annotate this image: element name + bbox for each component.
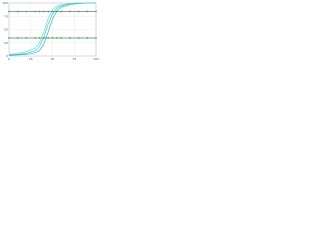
marker (8, 37, 10, 39)
series-line (8, 2, 96, 56)
y-tick-label: 25 (4, 41, 8, 45)
marker (95, 37, 97, 39)
marker (47, 10, 49, 13)
marker (47, 37, 49, 39)
marker (16, 10, 19, 13)
y-tick-label: 50 (4, 28, 8, 32)
marker (43, 10, 45, 13)
marker (77, 10, 80, 13)
marker (43, 37, 45, 39)
x-tick-label: 50 (51, 57, 55, 61)
marker (60, 10, 62, 13)
x-tick-label: 25 (29, 57, 33, 61)
marker (38, 37, 41, 39)
marker (25, 10, 28, 13)
x-tick-label: 0 (8, 57, 10, 61)
x-tick-label: 75 (72, 57, 76, 61)
marker (56, 37, 58, 39)
page: {"chart_data":{"type":"line", "x":[0,10,… (0, 0, 100, 64)
marker (38, 10, 41, 13)
marker (69, 37, 71, 39)
marker (60, 37, 62, 39)
y-tick-label: 0 (6, 54, 8, 58)
marker (56, 10, 58, 13)
marker (16, 37, 19, 39)
marker (34, 10, 36, 13)
marker (86, 10, 89, 13)
marker (51, 10, 54, 13)
y-tick-label: 75 (4, 14, 8, 18)
x-tick-label: 100 (93, 57, 99, 61)
marker (34, 37, 36, 39)
marker (25, 37, 28, 39)
y-tick-label: 100 (2, 1, 8, 5)
marker (69, 10, 71, 13)
marker (95, 10, 97, 13)
marker (51, 37, 54, 39)
marker (86, 37, 89, 39)
series-line (8, 2, 96, 55)
marker (77, 37, 80, 39)
marker (8, 10, 10, 13)
